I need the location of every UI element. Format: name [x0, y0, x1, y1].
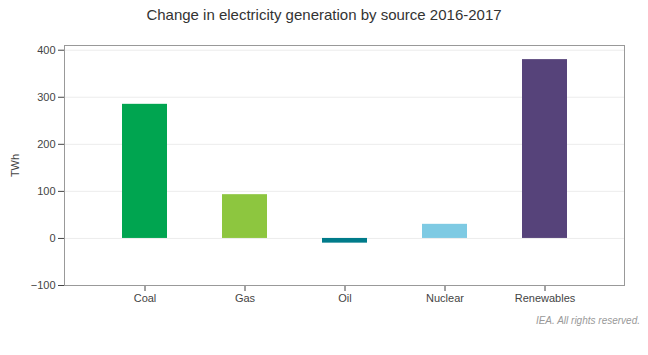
svg-text:300: 300 [37, 91, 55, 103]
svg-text:200: 200 [37, 138, 55, 150]
svg-text:100: 100 [37, 185, 55, 197]
svg-text:Coal: Coal [134, 292, 157, 304]
html-text:Change in electricity generati: Change in electricity generation by sour… [146, 6, 502, 23]
svg-text:0: 0 [49, 232, 55, 244]
svg-text:−100: −100 [31, 279, 56, 291]
svg-text:400: 400 [37, 44, 55, 56]
svg-text:Gas: Gas [235, 292, 256, 304]
svg-text:TWh: TWh [9, 154, 21, 177]
svg-text:Oil: Oil [338, 292, 351, 304]
svg-text:Nuclear: Nuclear [426, 292, 464, 304]
svg-text:Renewables: Renewables [515, 292, 576, 304]
html-text:IEA. All rights reserved.: IEA. All rights reserved. [535, 315, 640, 326]
